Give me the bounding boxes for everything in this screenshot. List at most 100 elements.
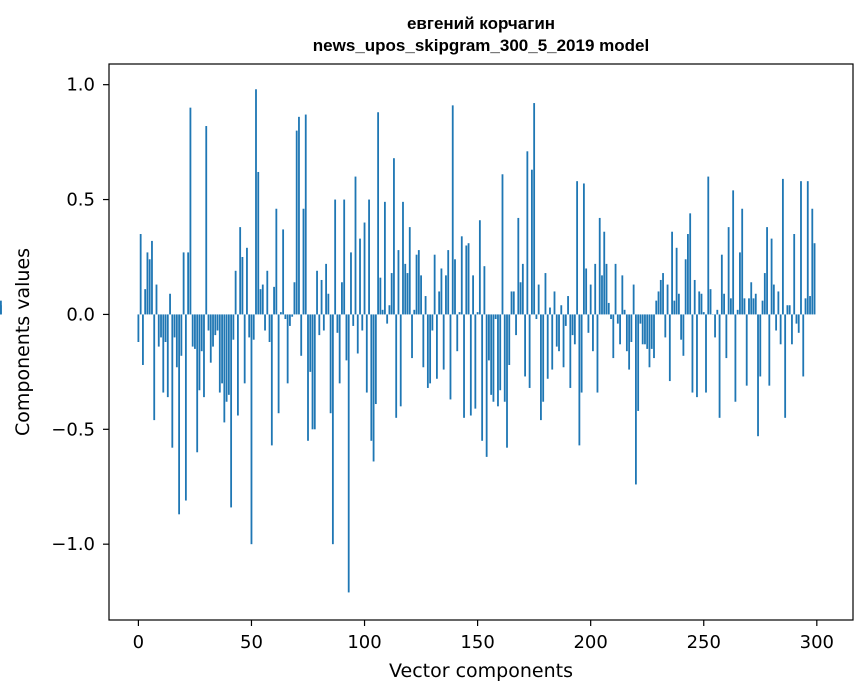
bar — [582, 183, 585, 315]
bar — [300, 314, 303, 356]
bar — [571, 314, 574, 336]
bar — [454, 259, 456, 315]
bar — [754, 293, 757, 315]
bar — [655, 300, 658, 315]
bar — [327, 293, 330, 315]
bar — [160, 314, 162, 338]
bar — [625, 314, 628, 352]
x-axis-ticks: 0 50 100 150 200 250 300 — [133, 620, 834, 653]
bar — [662, 273, 664, 315]
bar — [687, 234, 689, 315]
bar — [533, 103, 536, 315]
bar — [481, 314, 484, 441]
bar — [478, 220, 481, 315]
x-tick-label: 0 — [133, 632, 144, 653]
bar — [528, 314, 531, 388]
bar — [573, 314, 576, 345]
bar — [705, 314, 707, 393]
bar — [508, 314, 511, 365]
bar — [668, 314, 671, 382]
bar — [630, 314, 633, 342]
bar — [318, 314, 321, 336]
bar — [698, 291, 701, 315]
bar — [560, 305, 563, 315]
bar — [406, 273, 409, 315]
bar — [413, 309, 416, 315]
bar — [239, 227, 242, 315]
bar — [386, 314, 389, 324]
bar — [499, 314, 502, 391]
bar — [345, 314, 348, 361]
bar — [601, 275, 603, 315]
x-tick-label: 100 — [347, 632, 381, 653]
bar — [741, 208, 744, 315]
bar — [415, 254, 418, 315]
bar — [519, 282, 522, 315]
bar — [248, 314, 251, 338]
bar — [359, 238, 361, 315]
y-tick-label: −0.5 — [51, 419, 95, 440]
bar — [463, 314, 465, 418]
bar — [542, 314, 545, 402]
bar — [781, 178, 784, 315]
bar — [203, 314, 205, 398]
bar — [417, 250, 420, 315]
bar — [191, 314, 194, 347]
bar — [411, 314, 413, 359]
bar — [399, 314, 402, 407]
y-tick-label: 1.0 — [66, 75, 95, 96]
bar — [184, 314, 187, 501]
bar — [209, 314, 212, 363]
bar — [139, 234, 142, 315]
bar — [772, 284, 775, 315]
x-tick-label: 50 — [240, 632, 263, 653]
bar — [729, 298, 732, 315]
bar — [553, 291, 556, 315]
bar — [619, 314, 621, 345]
bar — [393, 158, 395, 315]
bar — [255, 89, 257, 315]
bar — [144, 289, 147, 315]
bar — [558, 314, 560, 352]
bar — [723, 293, 726, 315]
bar — [757, 314, 759, 437]
bar — [675, 247, 678, 315]
plot-frame — [108, 63, 854, 621]
bar — [777, 291, 780, 315]
bar — [146, 252, 149, 315]
bar — [569, 314, 572, 388]
bar — [336, 314, 339, 333]
bar — [659, 279, 662, 315]
bar — [587, 314, 590, 333]
bar — [524, 314, 526, 377]
bar — [205, 126, 208, 315]
bar — [813, 243, 816, 315]
bar — [653, 314, 655, 359]
bar — [795, 314, 798, 324]
bar — [768, 314, 771, 386]
bar — [166, 314, 169, 398]
bar — [298, 116, 300, 315]
bar — [153, 314, 156, 421]
bar — [546, 314, 549, 379]
bar — [786, 305, 789, 315]
bar — [313, 314, 316, 430]
bar — [368, 199, 370, 315]
bar — [390, 273, 393, 315]
bar — [610, 314, 612, 320]
bar — [551, 314, 554, 370]
bar-series — [0, 89, 816, 593]
bar — [420, 275, 422, 315]
bar — [374, 314, 377, 405]
bar — [408, 227, 411, 315]
bar — [709, 289, 712, 315]
bar — [277, 314, 280, 414]
bar — [182, 252, 185, 315]
bar — [261, 284, 264, 315]
bar — [289, 314, 291, 326]
bar — [598, 217, 601, 315]
bar — [501, 174, 504, 315]
bar — [187, 252, 190, 315]
bar — [580, 314, 583, 393]
bar — [178, 314, 181, 515]
